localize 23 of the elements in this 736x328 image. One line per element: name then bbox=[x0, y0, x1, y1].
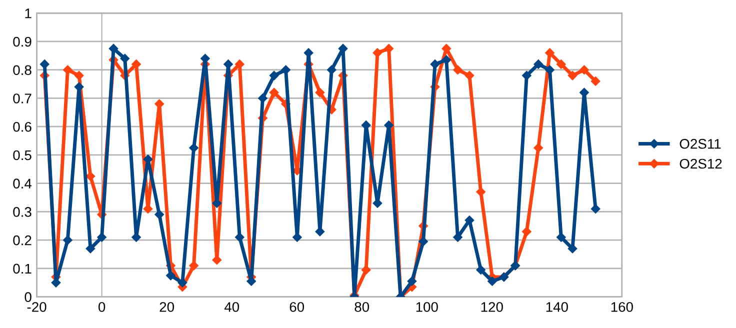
y-tick-label: 0.2 bbox=[13, 235, 32, 246]
y-tick-label: 1 bbox=[25, 8, 32, 18]
y-tick-label: 0.4 bbox=[13, 178, 32, 189]
y-tick-label: 0.6 bbox=[13, 122, 32, 132]
x-tick-label: 120 bbox=[481, 302, 503, 312]
x-tick-label: 160 bbox=[611, 302, 633, 312]
y-tick-label: 0.7 bbox=[13, 94, 32, 104]
y-tick-label: 0.3 bbox=[13, 207, 32, 217]
x-tick-label: 20 bbox=[160, 302, 174, 312]
x-tick-label: 80 bbox=[354, 302, 370, 312]
x-tick-label: -20 bbox=[27, 302, 46, 312]
x-tick-label: 60 bbox=[290, 302, 304, 312]
y-tick-label: 0 bbox=[24, 292, 32, 302]
x-tick-label: 140 bbox=[546, 302, 568, 312]
x-tick-label: 40 bbox=[224, 302, 240, 312]
y-tick-label: 0.5 bbox=[13, 150, 32, 160]
legend-label: O2S11 bbox=[680, 138, 721, 149]
y-tick-label: 0.1 bbox=[13, 264, 32, 274]
y-tick-label: 0.9 bbox=[13, 36, 32, 47]
x-tick-label: 100 bbox=[416, 302, 438, 312]
x-tick-label: 0 bbox=[98, 302, 106, 312]
y-tick-label: 0.8 bbox=[13, 65, 32, 76]
legend-label: O2S12 bbox=[680, 158, 722, 169]
